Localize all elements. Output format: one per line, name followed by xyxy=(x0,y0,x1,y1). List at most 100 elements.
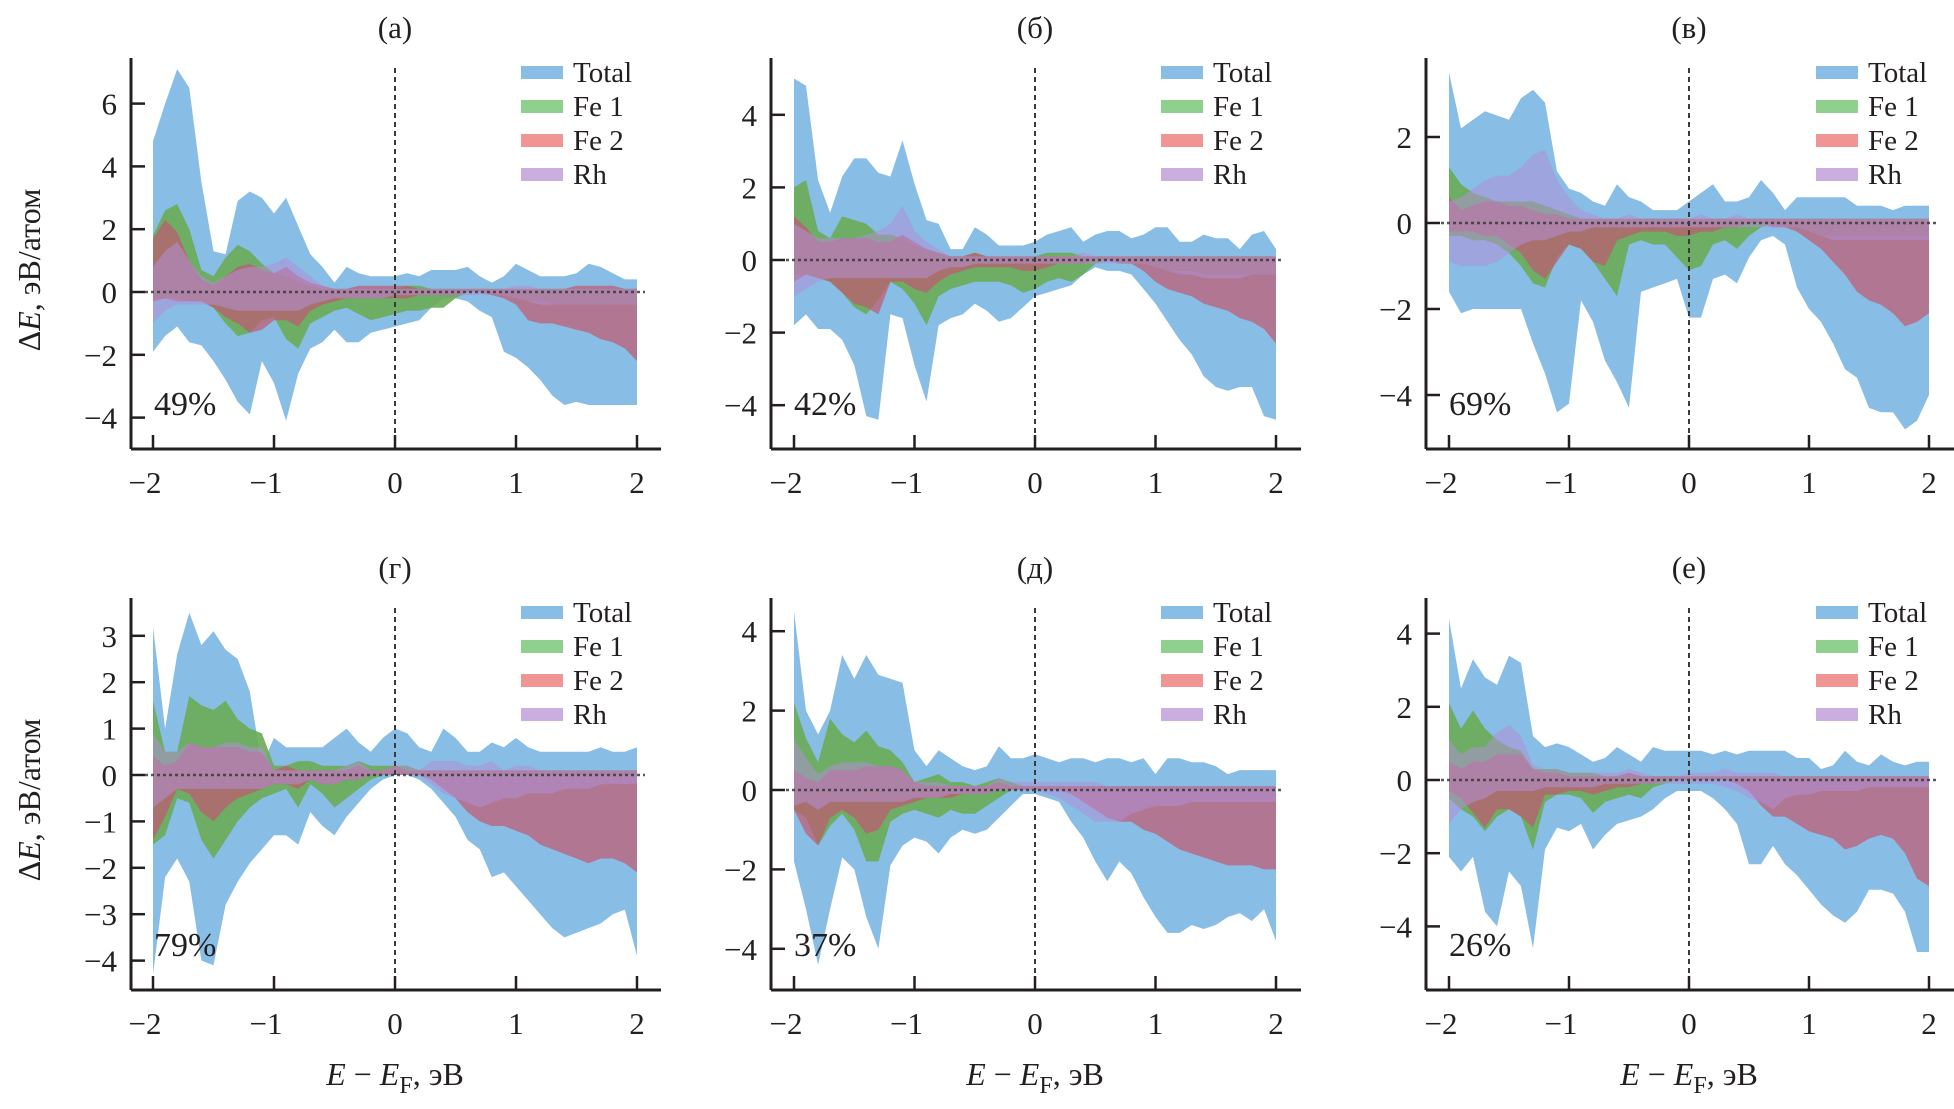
x-tick-label: −1 xyxy=(250,1006,283,1041)
y-tick-label: −3 xyxy=(84,897,117,932)
x-tick-label: −2 xyxy=(1425,1006,1458,1041)
y-tick-label: −2 xyxy=(724,852,757,887)
legend-swatch-total xyxy=(1816,606,1858,619)
legend-swatch-rh xyxy=(521,708,563,721)
legend-swatch-rh xyxy=(1161,168,1203,181)
legend-label: Fe 1 xyxy=(573,91,624,123)
y-tick-label: −4 xyxy=(1379,378,1412,413)
legend-label: Fe 1 xyxy=(573,631,624,663)
x-tick-label: −1 xyxy=(1545,465,1578,500)
legend-swatch-fe1 xyxy=(1816,100,1858,113)
band-rh xyxy=(1449,149,1929,266)
x-tick-label: 0 xyxy=(1027,465,1043,500)
x-tick-label: 2 xyxy=(1921,465,1937,500)
legend-label: Fe 2 xyxy=(573,125,624,157)
legend-label: Rh xyxy=(1868,159,1902,191)
band-rh xyxy=(794,738,1276,822)
y-tick-label: 0 xyxy=(1397,206,1413,241)
legend-label: Fe 1 xyxy=(1868,91,1919,123)
percentage-annotation: 26% xyxy=(1449,927,1511,964)
x-tick-label: 2 xyxy=(629,1006,645,1041)
legend-label: Rh xyxy=(573,159,607,191)
percentage-annotation: 37% xyxy=(794,927,856,964)
percentage-annotation: 69% xyxy=(1449,386,1511,423)
legend-swatch-total xyxy=(1161,606,1203,619)
legend-label: Fe 1 xyxy=(1868,631,1919,663)
y-tick-label: 1 xyxy=(102,712,118,747)
x-axis-label-2: E − EF, эВ xyxy=(965,1056,1104,1099)
y-tick-label: 4 xyxy=(742,98,758,133)
legend-label: Rh xyxy=(1868,699,1902,731)
y-tick-label: 2 xyxy=(102,212,118,247)
panel-title: (a) xyxy=(378,10,412,45)
legend-swatch-total xyxy=(1161,66,1203,79)
x-tick-label: −2 xyxy=(770,465,803,500)
x-tick-label: 1 xyxy=(508,465,524,500)
legend-swatch-rh xyxy=(1816,708,1858,721)
legend-swatch-fe2 xyxy=(1816,674,1858,687)
legend-swatch-rh xyxy=(1161,708,1203,721)
x-tick-label: −1 xyxy=(890,1006,923,1041)
y-axis-label-bottom: ΔE, эВ/атом xyxy=(11,719,47,882)
legend-label: Total xyxy=(1868,597,1927,629)
legend-swatch-fe2 xyxy=(1161,674,1203,687)
legend-swatch-fe1 xyxy=(521,640,563,653)
percentage-annotation: 79% xyxy=(154,927,216,964)
y-tick-label: 2 xyxy=(742,170,758,205)
y-tick-label: 6 xyxy=(102,87,118,122)
x-tick-label: −2 xyxy=(1425,465,1458,500)
y-tick-label: −4 xyxy=(84,401,117,436)
legend-swatch-fe1 xyxy=(1161,100,1203,113)
y-tick-label: 0 xyxy=(102,758,118,793)
percentage-annotation: 42% xyxy=(794,386,856,423)
y-tick-label: 4 xyxy=(102,149,118,184)
y-tick-label: −4 xyxy=(84,944,117,979)
legend-label: Rh xyxy=(573,699,607,731)
x-tick-label: 0 xyxy=(387,1006,403,1041)
legend-swatch-fe1 xyxy=(1816,640,1858,653)
legend-swatch-total xyxy=(1816,66,1858,79)
legend-swatch-fe2 xyxy=(1816,134,1858,147)
panel-title: (г) xyxy=(378,550,411,585)
legend-swatch-fe1 xyxy=(521,100,563,113)
x-tick-label: −1 xyxy=(1545,1006,1578,1041)
legend-label: Total xyxy=(573,57,632,89)
percentage-annotation: 49% xyxy=(154,386,216,423)
panel-title: (б) xyxy=(1017,10,1053,45)
y-tick-label: 0 xyxy=(102,275,118,310)
legend-swatch-rh xyxy=(1816,168,1858,181)
legend-label: Rh xyxy=(1213,699,1247,731)
panel-title: (в) xyxy=(1671,10,1706,45)
x-tick-label: 1 xyxy=(1801,1006,1817,1041)
legend-swatch-rh xyxy=(521,168,563,181)
y-tick-label: 0 xyxy=(742,773,758,808)
y-axis-label-top: ΔE, эВ/атом xyxy=(11,189,47,352)
x-tick-label: 2 xyxy=(1268,465,1284,500)
band-rh xyxy=(153,241,637,324)
x-tick-label: −2 xyxy=(129,1006,162,1041)
y-tick-label: −2 xyxy=(724,316,757,351)
legend-swatch-fe2 xyxy=(521,134,563,147)
y-tick-label: −4 xyxy=(724,932,757,967)
band-total xyxy=(153,69,637,421)
x-axis-label-3: E − EF, эВ xyxy=(1619,1056,1758,1099)
legend-label: Total xyxy=(1213,57,1272,89)
x-tick-label: 1 xyxy=(1148,465,1164,500)
legend-label: Rh xyxy=(1213,159,1247,191)
x-tick-label: 1 xyxy=(1148,1006,1164,1041)
x-tick-label: 1 xyxy=(508,1006,524,1041)
y-tick-label: −4 xyxy=(1379,909,1412,944)
y-tick-label: 4 xyxy=(1397,617,1413,652)
x-tick-label: 0 xyxy=(1681,465,1697,500)
legend-label: Fe 1 xyxy=(1213,91,1264,123)
